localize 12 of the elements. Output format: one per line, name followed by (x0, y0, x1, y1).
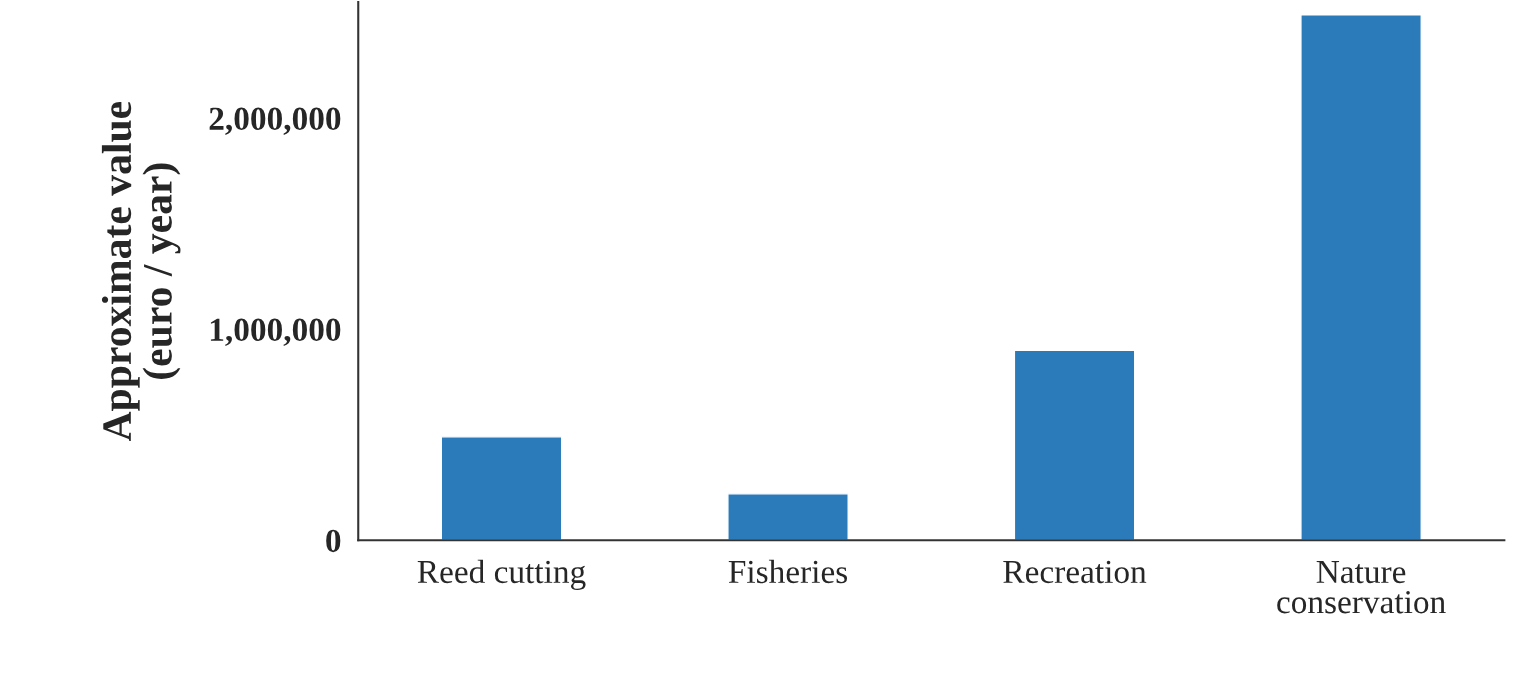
x-tick-label: Fisheries (728, 559, 847, 584)
bar (727, 493, 849, 541)
y-tick-label: 2,000,000 (209, 107, 341, 135)
x-tick-label: Nature conservation (1277, 561, 1446, 614)
bar (1300, 14, 1422, 541)
x-tick-label: Reed cutting (417, 559, 586, 591)
y-tick-label: 0 (326, 529, 341, 553)
y-axis-title: Approximate value (euro / year) (101, 101, 181, 442)
bar (1013, 349, 1136, 541)
x-tick-label: Recreation (1003, 560, 1147, 584)
y-tick-label: 1,000,000 (210, 318, 341, 346)
bar (440, 436, 563, 541)
